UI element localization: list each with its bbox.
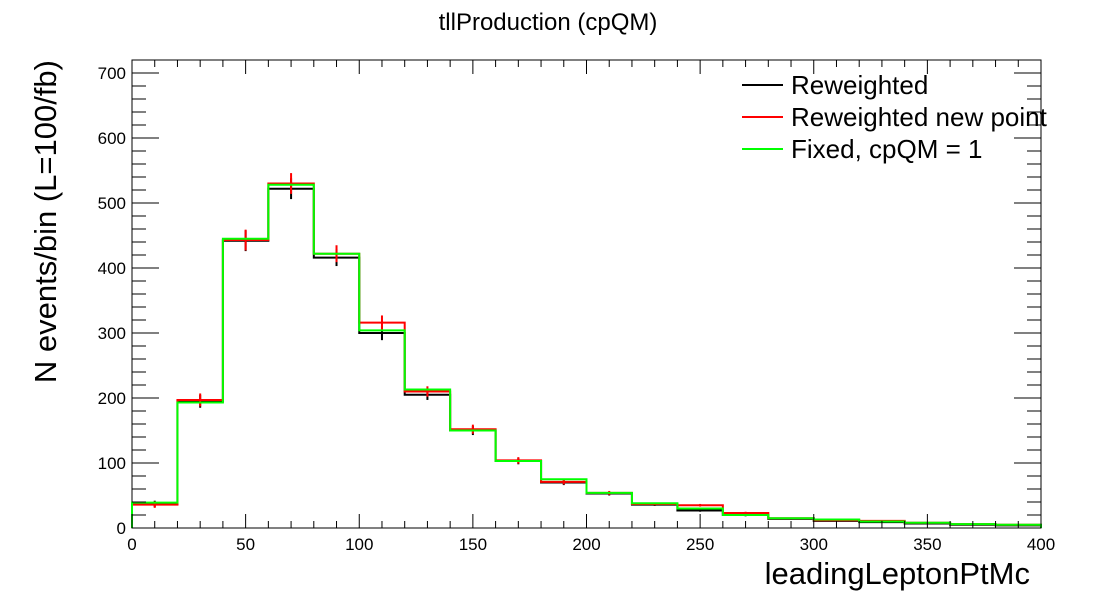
x-tick-label: 400 — [1027, 535, 1055, 554]
y-tick-label: 200 — [98, 389, 126, 408]
y-tick-label: 400 — [98, 259, 126, 278]
axes-group: 0 50 100 150 200 250 300 350 400 0 100 200 300 400 500… — [98, 59, 1055, 554]
x-tick-label: 0 — [127, 535, 136, 554]
x-axis-label: leadingLeptonPtMc — [765, 556, 1030, 591]
series-line-2 — [131, 183, 1042, 528]
y-tick-label: 600 — [98, 129, 126, 148]
x-tick-label: 100 — [345, 535, 373, 554]
y-tick-label: 700 — [98, 64, 126, 83]
x-tick-label: 350 — [913, 535, 941, 554]
legend-label-2: Fixed, cpQM = 1 — [791, 134, 982, 164]
x-tick-label: 200 — [572, 535, 600, 554]
y-tick-label: 100 — [98, 454, 126, 473]
x-tick-label: 150 — [459, 535, 487, 554]
y-tick-label: 500 — [98, 194, 126, 213]
y-axis-label: N events/bin (L=100/fb) — [28, 60, 63, 383]
series-group — [131, 173, 1042, 528]
legend-label-1: Reweighted new point — [791, 102, 1048, 132]
x-tick-label: 50 — [236, 535, 255, 554]
x-tick-label: 250 — [686, 535, 714, 554]
y-tick-label: 300 — [98, 324, 126, 343]
legend-label-0: Reweighted — [791, 70, 928, 100]
chart-title: tllProduction (cpQM) — [439, 9, 658, 36]
x-tick-label: 300 — [800, 535, 828, 554]
y-tick-label: 0 — [117, 519, 126, 538]
